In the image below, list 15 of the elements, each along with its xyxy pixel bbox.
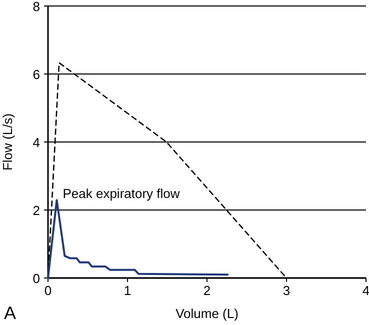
y-axis-title: Flow (L/s): [0, 113, 15, 171]
x-tick-label: 4: [362, 283, 369, 298]
x-tick-label: 1: [124, 283, 132, 298]
x-axis-title: Volume (L): [176, 306, 238, 321]
line-series: [47, 199, 229, 279]
text: A: [4, 303, 16, 323]
x-tick-label: 0: [44, 283, 52, 298]
annotation: Peak expiratory flow: [62, 186, 180, 202]
y-tick-label: 8: [32, 0, 40, 14]
y-tick-label: 0: [32, 271, 40, 286]
x-tick-label: 3: [282, 283, 290, 298]
y-tick-label: 4: [32, 135, 40, 150]
x-tick-label: 2: [203, 283, 211, 298]
y-tick-label: 2: [32, 203, 40, 218]
y-tick-label: 6: [32, 67, 40, 82]
